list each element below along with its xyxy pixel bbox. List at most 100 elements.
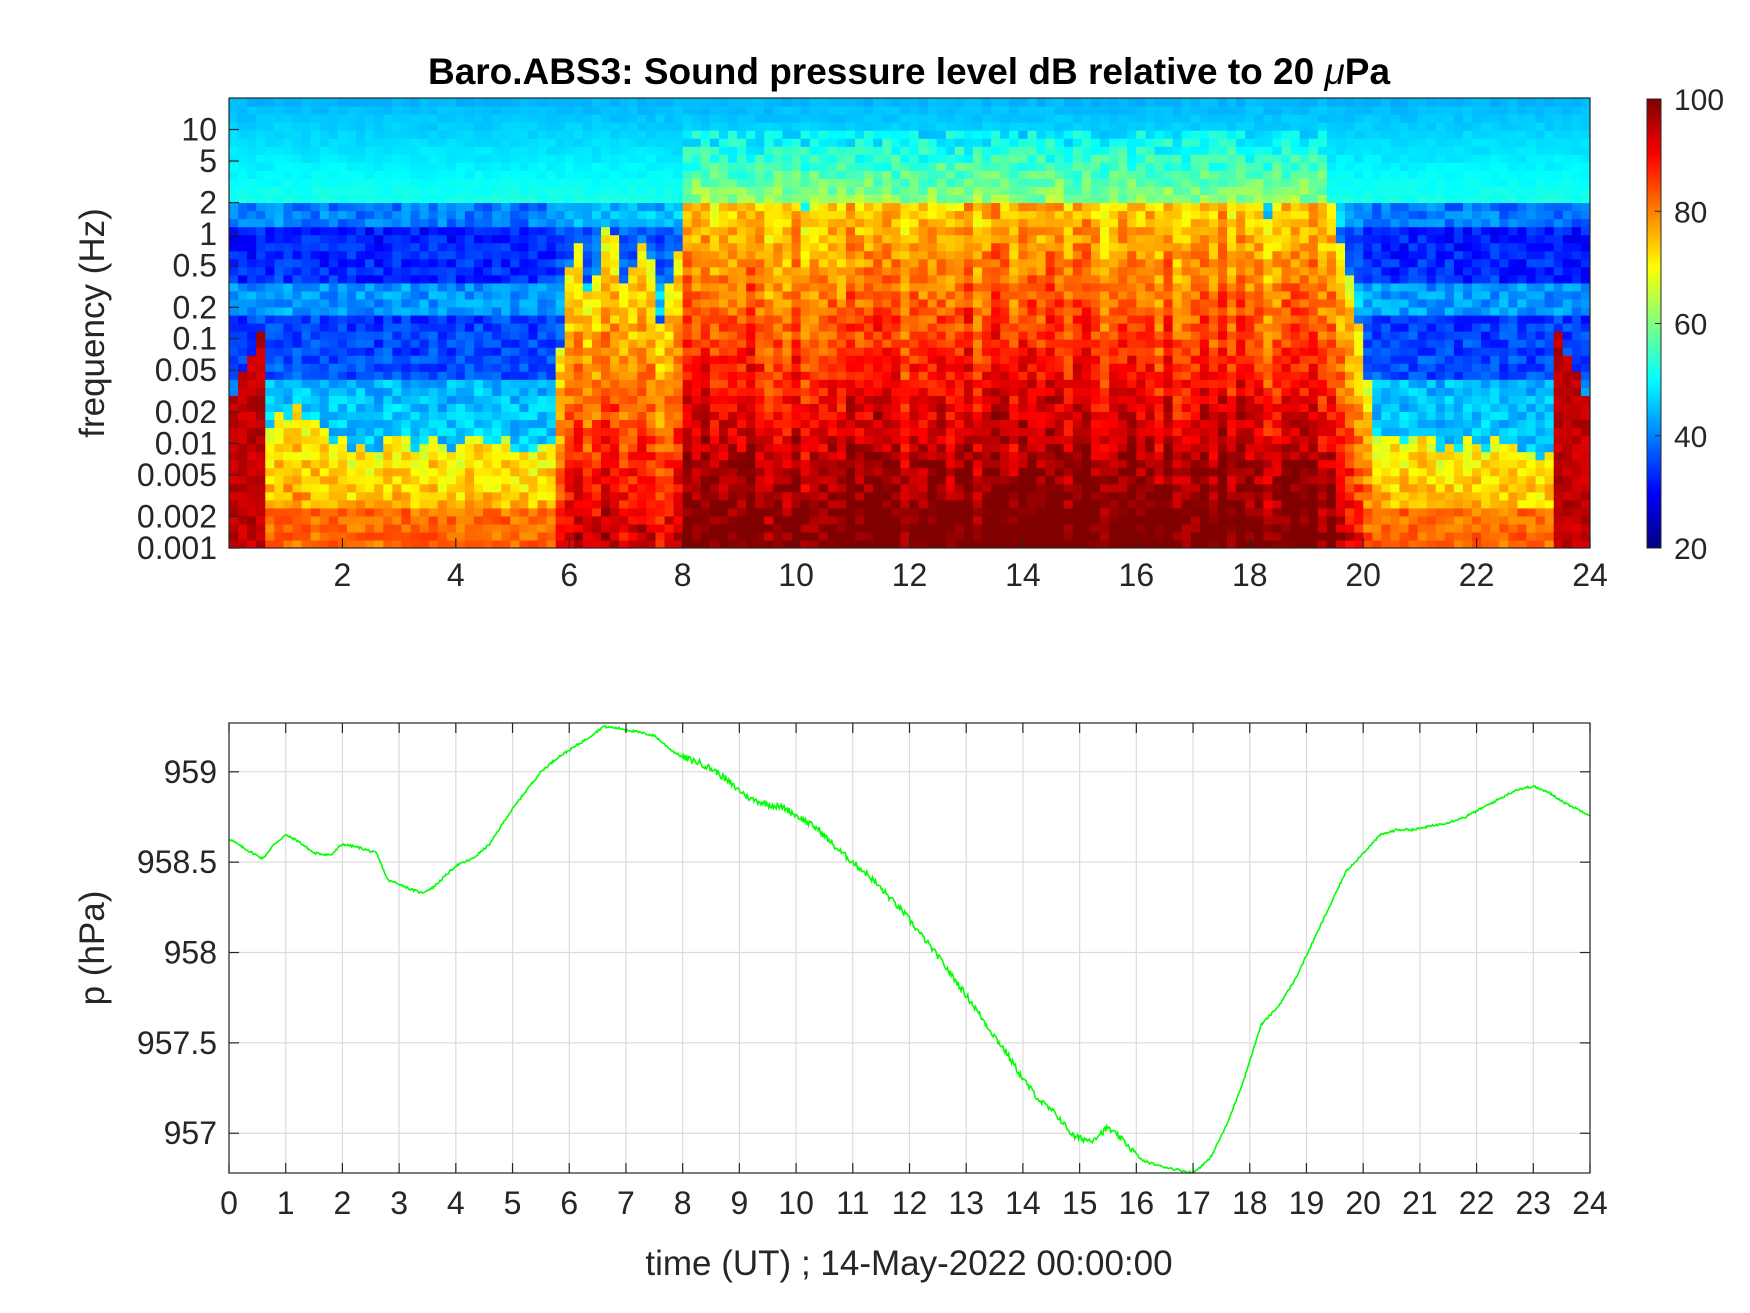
heatmap-cell — [510, 178, 520, 187]
heatmap-cell — [973, 491, 983, 501]
heatmap-cell — [483, 242, 493, 252]
heatmap-cell — [392, 347, 402, 356]
heatmap-cell — [855, 483, 865, 493]
heatmap-cell — [927, 475, 938, 485]
heatmap-cell — [782, 347, 793, 356]
heatmap-cell — [510, 274, 520, 284]
heatmap-cell — [673, 467, 684, 477]
heatmap-cell — [646, 523, 657, 533]
heatmap-cell — [292, 242, 303, 252]
heatmap-cell — [328, 347, 339, 356]
heatmap-cell — [836, 98, 847, 107]
heatmap-cell — [365, 411, 375, 421]
heatmap-cell — [256, 499, 266, 509]
heatmap-cell — [437, 202, 448, 212]
heatmap-cell — [492, 130, 502, 139]
heatmap-cell — [283, 98, 294, 107]
heatmap-cell — [582, 475, 593, 485]
heatmap-cell — [383, 138, 393, 147]
heatmap-cell — [1009, 507, 1019, 517]
heatmap-cell — [845, 451, 856, 461]
heatmap-cell — [437, 154, 448, 163]
heatmap-cell — [428, 531, 439, 541]
heatmap-cell — [882, 323, 892, 332]
heatmap-cell — [337, 178, 348, 187]
heatmap-cell — [1009, 379, 1019, 388]
heatmap-cell — [700, 114, 711, 123]
heatmap-cell — [746, 106, 756, 115]
heatmap-cell — [873, 146, 883, 155]
heatmap-cell — [365, 379, 375, 388]
heatmap-cell — [319, 515, 330, 525]
heatmap-cell — [428, 178, 439, 187]
heatmap-cell — [809, 419, 820, 429]
heatmap-cell — [764, 475, 774, 485]
heatmap-cell — [464, 475, 475, 485]
heatmap-cell — [882, 531, 892, 541]
heatmap-cell — [891, 98, 902, 107]
heatmap-cell — [346, 146, 357, 155]
heatmap-cell — [755, 363, 765, 372]
heatmap-cell — [573, 250, 584, 260]
heatmap-cell — [555, 379, 566, 388]
heatmap-cell — [836, 379, 847, 388]
heatmap-cell — [483, 419, 493, 429]
heatmap-cell — [873, 539, 883, 548]
heatmap-cell — [573, 539, 584, 548]
heatmap-cell — [818, 371, 829, 380]
heatmap-cell — [591, 459, 602, 469]
heatmap-cell — [718, 435, 729, 445]
heatmap-cell — [1000, 106, 1010, 115]
heatmap-cell — [973, 459, 983, 469]
heatmap-cell — [564, 323, 575, 332]
heatmap-cell — [1018, 290, 1029, 300]
heatmap-cell — [365, 507, 375, 517]
heatmap-cell — [374, 146, 384, 155]
heatmap-cell — [301, 483, 312, 493]
heatmap-cell — [510, 154, 520, 163]
heatmap-cell — [510, 339, 520, 348]
heatmap-cell — [319, 435, 330, 445]
heatmap-cell — [301, 178, 312, 187]
heatmap-cell — [691, 507, 702, 517]
heatmap-cell — [764, 379, 774, 388]
heatmap-cell — [528, 451, 539, 461]
heatmap-cell — [365, 210, 375, 220]
heatmap-cell — [274, 202, 285, 212]
heatmap-cell — [337, 523, 348, 533]
heatmap-cell — [918, 499, 929, 509]
heatmap-cell — [864, 226, 874, 236]
heatmap-cell — [954, 170, 965, 179]
heatmap-cell — [464, 339, 475, 348]
heatmap-cell — [356, 419, 366, 429]
heatmap-cell — [238, 210, 248, 220]
heatmap-cell — [591, 146, 602, 155]
heatmap-cell — [283, 298, 294, 308]
heatmap-cell — [356, 170, 366, 179]
heatmap-cell — [773, 258, 784, 268]
heatmap-cell — [945, 459, 956, 469]
heatmap-cell — [755, 138, 765, 147]
heatmap-cell — [691, 226, 702, 236]
heatmap-cell — [265, 459, 275, 469]
heatmap-cell — [591, 403, 602, 412]
heatmap-cell — [256, 138, 266, 147]
heatmap-cell — [791, 475, 802, 485]
heatmap-cell — [936, 306, 947, 316]
heatmap-cell — [818, 162, 829, 171]
heatmap-cell — [845, 499, 856, 509]
heatmap-cell — [873, 242, 883, 252]
heatmap-cell — [301, 106, 312, 115]
heatmap-cell — [982, 130, 992, 139]
heatmap-cell — [365, 443, 375, 453]
heatmap-cell — [1009, 234, 1019, 244]
heatmap-cell — [845, 323, 856, 332]
heatmap-cell — [864, 282, 874, 292]
heatmap-cell — [737, 539, 747, 548]
heatmap-cell — [637, 475, 647, 485]
heatmap-cell — [718, 347, 729, 356]
heatmap-cell — [628, 178, 638, 187]
heatmap-cell — [773, 371, 784, 380]
heatmap-cell — [927, 298, 938, 308]
heatmap-cell — [673, 218, 684, 228]
